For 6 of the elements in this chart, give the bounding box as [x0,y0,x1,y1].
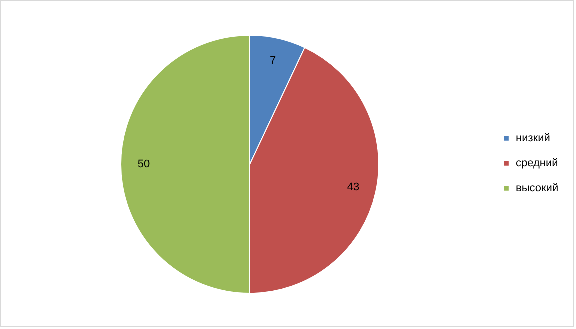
legend-label: низкий [516,132,550,144]
data-label: 7 [270,55,276,68]
data-label: 50 [138,158,150,170]
legend-label: средний [516,158,558,170]
legend-label: высокий [516,182,559,194]
data-label: 43 [347,182,360,194]
